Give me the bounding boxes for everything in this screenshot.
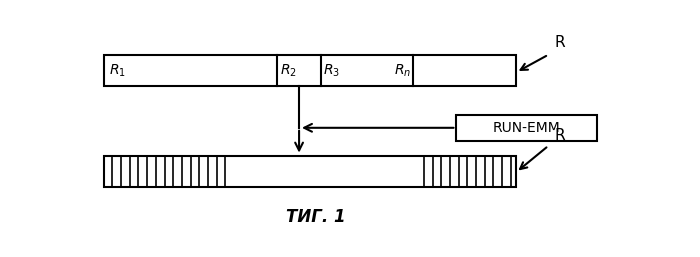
Text: $R_1$: $R_1$: [109, 63, 126, 79]
Bar: [104, 155, 516, 187]
Bar: [104, 54, 516, 86]
Text: RUN-EMM: RUN-EMM: [493, 121, 561, 135]
Bar: [456, 115, 598, 141]
Text: $R_n$: $R_n$: [394, 63, 411, 79]
Text: $R_2$: $R_2$: [280, 63, 297, 79]
Text: R: R: [554, 128, 565, 143]
Text: ΤИГ. 1: ΤИГ. 1: [286, 208, 345, 226]
Text: $R_3$: $R_3$: [323, 63, 340, 79]
Text: R: R: [554, 35, 565, 50]
